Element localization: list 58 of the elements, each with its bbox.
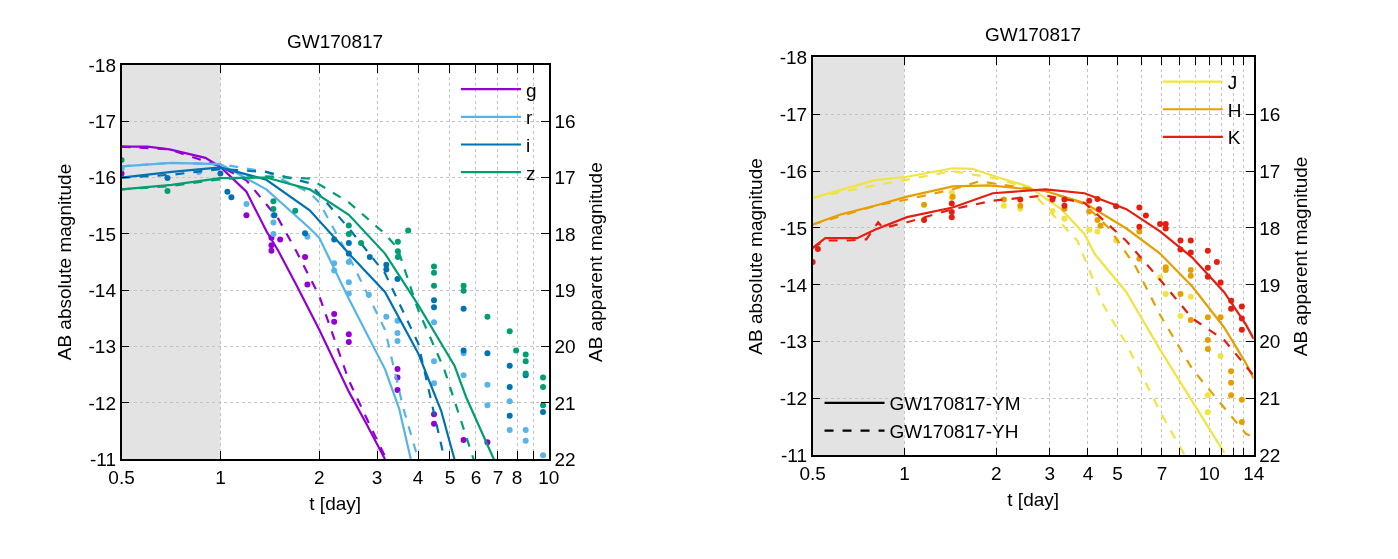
x-tick-label: 2: [990, 463, 1002, 485]
y-tick-label: -17: [779, 103, 808, 125]
x-tick-label: 7: [492, 466, 504, 488]
y-tick-label: -15: [779, 217, 808, 239]
legend-label: H: [1227, 99, 1242, 121]
y2-tick-label: 16: [554, 110, 576, 132]
y-tick-label: -18: [779, 46, 808, 68]
y2-tick-label: 16: [1259, 103, 1281, 125]
y-tick-label: -15: [88, 223, 116, 245]
y-tick-label: -16: [779, 160, 808, 182]
y2-tick-label: 19: [554, 279, 576, 301]
chart-title: GW170817: [985, 24, 1082, 45]
x-tick-label: 2: [314, 466, 325, 488]
y-tick-label: -13: [88, 336, 116, 358]
x-tick-label: 6: [470, 466, 482, 488]
y-axis-title: AB absolute magnitude: [745, 158, 766, 355]
annotation: GW170817-YH: [889, 421, 1019, 443]
x-tick-label: 1: [899, 463, 910, 485]
x-tick-label: 10: [1198, 463, 1220, 485]
y-tick-label: -12: [88, 392, 116, 414]
x-axis-title: t [day]: [1007, 489, 1060, 511]
annotation: GW170817-YM: [889, 393, 1021, 415]
y2-tick-label: 21: [1259, 388, 1281, 410]
y2-axis-title: AB apparent magnitude: [584, 162, 606, 362]
x-tick-label: 4: [1082, 463, 1094, 485]
legend-label: i: [525, 134, 531, 156]
y2-tick-label: 18: [554, 223, 576, 245]
y-tick-label: -14: [88, 279, 117, 301]
legend-label: J: [1227, 71, 1238, 93]
y2-tick-label: 19: [1259, 274, 1281, 296]
y-tick-label: -16: [88, 167, 116, 189]
y2-tick-label: 17: [1259, 160, 1281, 182]
legend-label: z: [525, 162, 536, 184]
x-tick-label: 1: [215, 466, 226, 488]
y2-tick-label: 20: [1259, 331, 1281, 353]
y2-tick-label: 21: [554, 392, 576, 414]
legend-label: r: [525, 107, 533, 129]
legend-label: K: [1227, 127, 1241, 149]
x-tick-label: 5: [1112, 463, 1123, 485]
y2-axis-title: AB apparent magnitude: [1289, 156, 1311, 357]
y-tick-label: -18: [88, 54, 116, 76]
y2-tick-label: 17: [554, 167, 576, 189]
chart-title: GW170817: [287, 31, 384, 52]
y-tick-label: -13: [779, 331, 808, 353]
x-tick-label: 5: [444, 466, 456, 488]
y-tick-label: -14: [779, 274, 808, 296]
x-tick-label: 8: [511, 466, 523, 488]
x-tick-label: 7: [1156, 463, 1168, 485]
x-tick-label: 4: [412, 466, 424, 488]
y2-tick-label: 18: [1259, 217, 1281, 239]
x-axis-title: t [day]: [309, 493, 362, 515]
y2-tick-label: 20: [554, 336, 576, 358]
x-tick-label: 3: [1044, 463, 1056, 485]
y-tick-label: -17: [88, 110, 116, 132]
y-axis-title: AB absolute magnitude: [53, 163, 75, 361]
y-tick-label: -12: [779, 388, 808, 410]
x-tick-label: 3: [371, 466, 383, 488]
legend-label: g: [525, 79, 537, 101]
